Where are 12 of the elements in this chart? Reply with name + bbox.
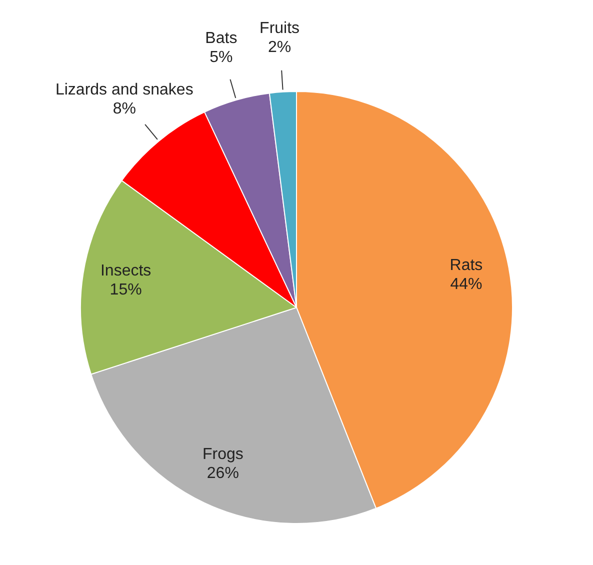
- slice-label: Rats: [450, 257, 483, 274]
- slice-label: Frogs: [202, 446, 244, 463]
- slice-label: Fruits: [260, 20, 300, 37]
- data-label: 44%: [450, 276, 482, 294]
- slice-label: Lizards and snakes: [55, 81, 194, 98]
- data-label: 2%: [268, 38, 292, 56]
- slice-label: Insects: [100, 262, 152, 280]
- slice-label: Bats: [205, 30, 238, 48]
- data-label: 15%: [110, 281, 142, 298]
- data-label: 5%: [210, 49, 233, 66]
- data-label: 8%: [112, 100, 136, 118]
- data-label: 26%: [206, 464, 239, 482]
